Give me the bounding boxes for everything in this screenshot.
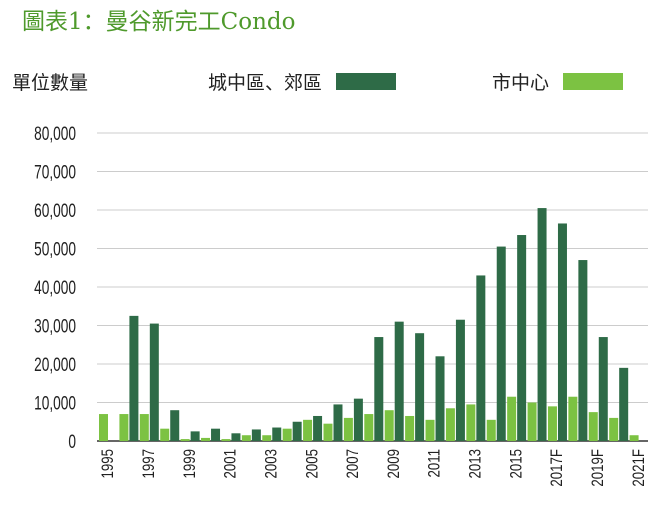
bar-suburban (557, 223, 567, 441)
y-tick-label: 20,000 (34, 354, 76, 376)
bar-cbd (405, 415, 415, 441)
x-tick-label: 2003 (262, 449, 281, 478)
bar-cbd (384, 410, 394, 441)
x-tick-label: 1997 (140, 449, 159, 478)
bar-suburban (374, 337, 384, 441)
bar-suburban (272, 427, 282, 441)
x-tick-label: 2011 (425, 449, 444, 477)
bar-cbd (262, 435, 272, 441)
x-tick-label: 2013 (466, 449, 485, 478)
legend-label-suburban: 城中區、郊區 (208, 72, 323, 94)
bar-cbd (466, 404, 476, 441)
legend-swatch-suburban (336, 73, 397, 90)
bar-cbd (323, 423, 333, 441)
bar-suburban (496, 246, 506, 441)
bar-cbd (221, 439, 231, 441)
bar-suburban (435, 356, 445, 441)
bar-cbd (527, 402, 537, 441)
bar-suburban (313, 415, 323, 441)
bar-cbd (445, 408, 455, 441)
bar-cbd (425, 419, 435, 441)
x-tick-label: 2009 (384, 449, 403, 478)
bar-suburban (231, 433, 241, 441)
bar-cbd (568, 396, 578, 441)
bar-suburban (537, 208, 547, 441)
legend-item-suburban: 城中區、郊區 (208, 68, 397, 95)
bar-cbd (160, 428, 170, 441)
bar-suburban (149, 323, 159, 441)
bar-cbd (119, 414, 129, 441)
x-tick-label: 2021F (629, 449, 648, 487)
bar-suburban (211, 428, 221, 441)
x-tick-label: 1995 (99, 449, 118, 478)
bar-cbd (139, 414, 149, 441)
bar-suburban (578, 260, 588, 441)
bar-suburban (476, 275, 486, 441)
x-tick-label: 1999 (180, 449, 199, 478)
bar-cbd (180, 439, 190, 441)
y-axis-unit-label: 單位數量 (12, 72, 89, 94)
bar-suburban (170, 410, 180, 441)
bar-cbd (201, 437, 211, 441)
bar-suburban (292, 421, 302, 441)
y-tick-label: 70,000 (34, 161, 76, 183)
bar-suburban (598, 337, 608, 441)
bar-suburban (455, 319, 465, 441)
bar-cbd (588, 412, 598, 441)
y-tick-label: 50,000 (34, 238, 76, 260)
bar-suburban (394, 321, 404, 441)
bar-cbd (343, 417, 353, 441)
bar-suburban (190, 431, 200, 441)
bar-suburban (129, 315, 139, 441)
chart-title: 圖表1：曼谷新完工Condo (22, 9, 296, 35)
x-tick-label: 2015 (507, 449, 526, 478)
bar-cbd (303, 419, 313, 441)
bar-cbd (629, 435, 639, 441)
legend-swatch-cbd (563, 73, 624, 90)
legend-item-cbd: 市中心 (492, 68, 624, 95)
y-tick-label: 80,000 (34, 123, 76, 145)
bar-cbd (547, 406, 557, 441)
x-tick-label: 2001 (221, 449, 240, 478)
bar-cbd (282, 428, 292, 441)
y-tick-label: 40,000 (34, 277, 76, 299)
bar-cbd (486, 419, 496, 441)
bar-suburban (517, 235, 527, 441)
x-tick-label: 2019F (588, 449, 607, 487)
x-tick-label: 2007 (344, 449, 363, 478)
bar-cbd (99, 414, 108, 441)
bar-suburban (415, 333, 425, 441)
bar-cbd (364, 414, 374, 441)
x-tick-label: 2005 (303, 449, 322, 478)
bar-suburban (353, 398, 363, 441)
bar-cbd (609, 417, 619, 441)
bar-suburban (251, 429, 261, 441)
bar-suburban (333, 404, 343, 441)
bar-cbd (241, 435, 251, 441)
y-tick-label: 30,000 (34, 315, 76, 337)
x-tick-label: 2017F (548, 449, 567, 487)
bar-suburban (619, 367, 629, 441)
bar-cbd (507, 396, 517, 441)
y-tick-label: 60,000 (34, 200, 76, 222)
y-tick-label: 0 (68, 431, 76, 453)
legend-label-cbd: 市中心 (492, 72, 550, 94)
y-tick-label: 10,000 (34, 392, 76, 414)
